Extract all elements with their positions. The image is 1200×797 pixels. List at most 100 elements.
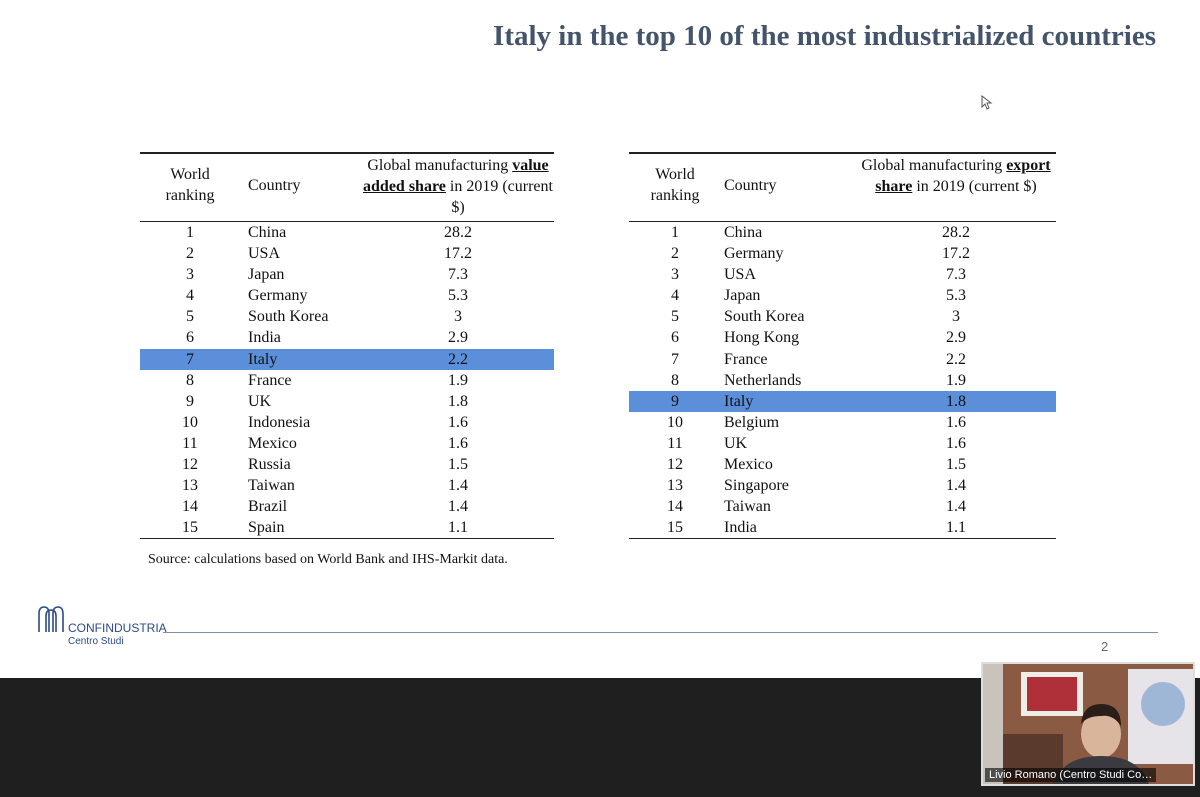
table-row: 7 France 2.2 [629, 349, 1056, 370]
table-cell: Hong Kong [724, 329, 800, 347]
table-cell: Italy [248, 350, 278, 368]
table-cell: 1.6 [946, 413, 966, 431]
table-cell: France [724, 350, 768, 368]
header-cell: Country [248, 177, 301, 194]
table-cell: 4 [671, 287, 679, 305]
table-cell: Mexico [724, 456, 773, 474]
table-row: 9 Italy 1.8 [629, 390, 1056, 412]
table-cell: 12 [667, 456, 683, 474]
table-row: 3 USA 7.3 [629, 264, 1056, 285]
table-cell: USA [724, 266, 757, 284]
table-row: 5 South Korea 3 [629, 306, 1056, 327]
table-cell: 1.4 [448, 498, 468, 516]
table-cell: 13 [182, 477, 198, 495]
table-cell: Taiwan [724, 498, 771, 516]
table-row: 1 China 28.2 [140, 222, 554, 243]
table-cell: Germany [724, 245, 784, 263]
table-row: 14 Taiwan 1.4 [629, 496, 1056, 517]
table-cell: Japan [724, 287, 761, 305]
table-cell: 1.9 [946, 371, 966, 389]
table-cell: Indonesia [248, 413, 311, 431]
table-row: 8 France 1.9 [140, 370, 554, 391]
table-cell: 2.9 [946, 329, 966, 347]
table-row: 12 Mexico 1.5 [629, 454, 1056, 475]
table-cell: 2 [186, 245, 194, 263]
table-cell: 6 [186, 329, 194, 347]
table-cell: China [248, 224, 287, 241]
table-cell: 2.2 [946, 350, 966, 368]
table-row: 5 South Korea 3 [140, 306, 554, 327]
table-cell: 8 [671, 371, 679, 389]
table-cell: 9 [186, 392, 194, 410]
table-header: World ranking Country Global manufacturing… [629, 154, 1056, 222]
table-cell: Germany [248, 287, 308, 305]
table-cell: 1 [186, 224, 194, 241]
logo-subtitle: Centro Studi [68, 636, 124, 647]
header-text: in 2019 (current $) [916, 178, 1037, 195]
table-cell: 1.4 [448, 477, 468, 495]
table-row: 13 Singapore 1.4 [629, 475, 1056, 496]
table-cell: 7.3 [448, 266, 468, 284]
table-cell: Belgium [724, 413, 780, 431]
source-note: Source: calculations based on World Bank… [148, 552, 508, 567]
mouse-cursor [981, 95, 993, 110]
table-cell: 3 [454, 308, 462, 326]
table-row: 10 Indonesia 1.6 [140, 412, 554, 433]
table-cell: 3 [186, 266, 194, 284]
table-cell: 1.6 [448, 434, 468, 452]
data-table: World ranking Country Global manufacturing… [629, 152, 1056, 540]
table-cell: 1.4 [946, 477, 966, 495]
slide-title: Italy in the top 10 of the most industri… [493, 20, 1156, 52]
table-row: 3 Japan 7.3 [140, 264, 554, 285]
table-body: 1 China 28.2 2 Germany 17.2 3 USA 7.3 4 Japan 5.3 5 S… [629, 222, 1056, 540]
table-cell: China [724, 224, 763, 241]
table-row: 4 Japan 5.3 [629, 285, 1056, 306]
table-cell: 3 [671, 266, 679, 284]
table-row: 11 Mexico 1.6 [140, 433, 554, 454]
table-row: 10 Belgium 1.6 [629, 412, 1056, 433]
table-cell: USA [248, 245, 281, 263]
table-cell: Japan [248, 266, 285, 284]
table-cell: 5 [671, 308, 679, 326]
table-cell: India [248, 329, 281, 347]
table-cell: South Korea [724, 308, 805, 326]
header-cell: Global manufacturing value added share i… [362, 155, 554, 218]
table-cell: UK [248, 392, 272, 410]
table-cell: 17.2 [942, 245, 970, 263]
header-cell: World ranking [650, 166, 700, 204]
table-cell: 17.2 [444, 245, 472, 263]
table-row: 8 Netherlands 1.9 [629, 370, 1056, 391]
table-cell: 5 [186, 308, 194, 326]
logo-icon [38, 606, 64, 632]
table-cell: UK [724, 434, 748, 452]
table-cell: 1.1 [946, 519, 966, 537]
table-cell: 5.3 [448, 287, 468, 305]
table-row: 15 Spain 1.1 [140, 517, 554, 538]
table-row: 2 Germany 17.2 [629, 243, 1056, 264]
table-cell: 28.2 [444, 224, 472, 241]
participant-name: Livio Romano (Centro Studi Co… [985, 768, 1157, 782]
table-cell: 6 [671, 329, 679, 347]
table-cell: 1.5 [946, 456, 966, 474]
table-cell: Spain [248, 519, 285, 537]
table-cell: India [724, 519, 757, 537]
video-tile[interactable]: Livio Romano (Centro Studi Co… [981, 662, 1195, 786]
table-cell: 2 [671, 245, 679, 263]
table-cell: 10 [182, 413, 198, 431]
table-cell: 11 [182, 434, 198, 452]
table-cell: 11 [667, 434, 683, 452]
table-cell: France [248, 371, 292, 389]
table-row: 6 India 2.9 [140, 327, 554, 348]
table-row: 13 Taiwan 1.4 [140, 475, 554, 496]
table-cell: 4 [186, 287, 194, 305]
table-cell: Mexico [248, 434, 297, 452]
table-body: 1 China 28.2 2 USA 17.2 3 Japan 7.3 4 Germany 5.3 5 S… [140, 222, 554, 540]
footer-rule [163, 632, 1158, 633]
table-cell: 1.1 [448, 519, 468, 537]
video-feed [983, 664, 1193, 784]
header-cell: World ranking [165, 166, 215, 204]
table-cell: 1.6 [448, 413, 468, 431]
table-header: World ranking Country Global manufacturing… [140, 154, 554, 222]
table-cell: 14 [667, 498, 683, 516]
table-cell: 15 [667, 519, 683, 537]
